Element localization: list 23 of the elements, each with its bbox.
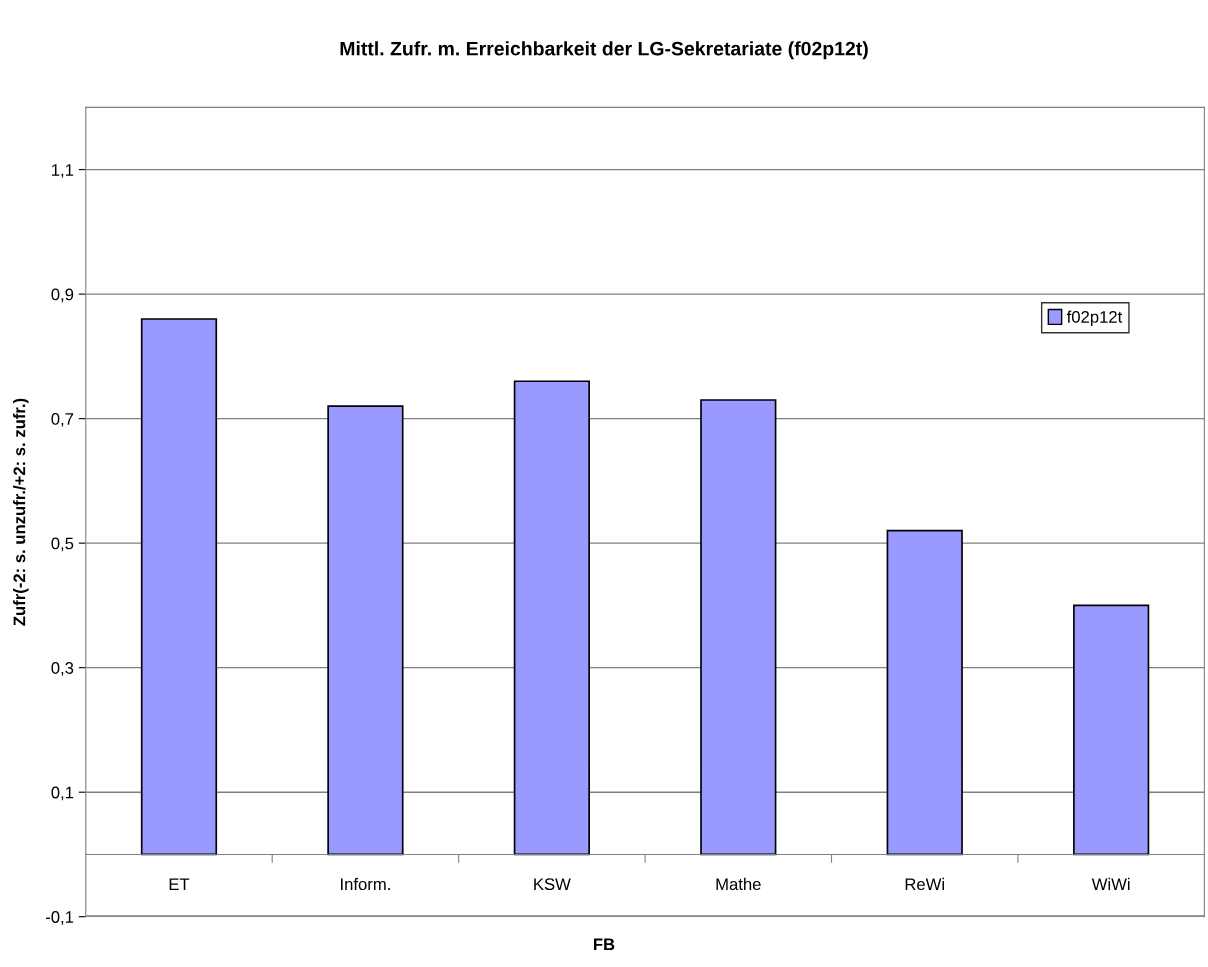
x-tick-label: Inform. — [341, 877, 390, 891]
y-tick-label: 1,1 — [52, 164, 74, 178]
x-tick-label: WiWi — [1091, 877, 1130, 890]
y-tick-label: 0,9 — [51, 288, 74, 303]
y-tick-label: 0,3 — [51, 662, 74, 676]
x-tick-label: KSW — [534, 878, 571, 891]
bar — [700, 399, 777, 856]
chart-title: Mittl. Zufr. m. Erreichbarkeit der LG-Sekretariate (f02p12t) — [340, 41, 868, 60]
bar — [886, 529, 963, 856]
y-axis-title: Zufr(-2: s. unzufr./+2: s. zufr.) — [13, 398, 29, 626]
bar — [1073, 604, 1150, 856]
bar — [140, 318, 218, 856]
bar — [513, 380, 590, 856]
bar — [327, 405, 404, 856]
y-tick-label: -0,1 — [45, 911, 74, 925]
x-tick-label: Mathe — [716, 877, 761, 891]
x-tick-label: ET — [169, 878, 190, 890]
x-tick-label: ReWi — [905, 877, 944, 891]
y-tick-label: 0,1 — [51, 786, 74, 801]
y-tick-label: 0,5 — [51, 537, 74, 552]
legend-label: f02p12t — [1066, 310, 1123, 327]
y-tick-label: 0,7 — [51, 413, 74, 427]
x-axis-title: FB — [594, 938, 615, 951]
